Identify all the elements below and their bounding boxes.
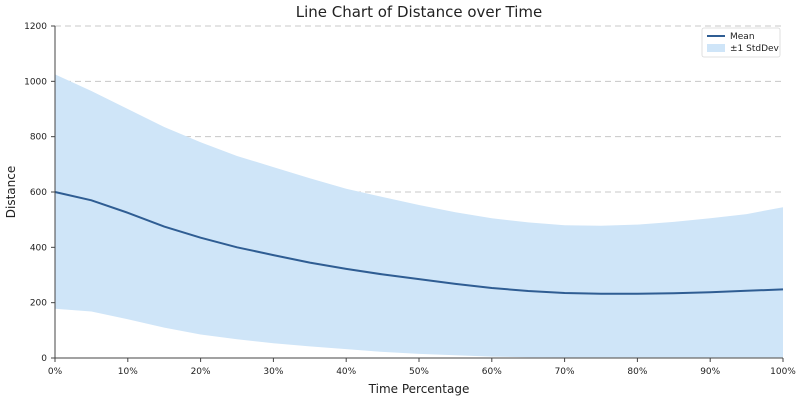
legend: Mean ±1 StdDev — [701, 27, 781, 58]
x-tick-label-10: 100% — [770, 367, 796, 377]
y-tick-label-6: 1200 — [24, 22, 47, 32]
legend-band-swatch — [707, 44, 725, 52]
x-tick-label-5: 50% — [409, 367, 429, 377]
x-tick-label-1: 10% — [118, 367, 138, 377]
x-tick-label-0: 0% — [48, 367, 63, 377]
legend-band-label: ±1 StdDev — [730, 44, 780, 54]
y-tick-label-5: 1000 — [24, 77, 47, 87]
y-axis-label: Distance — [4, 166, 18, 218]
x-tick-label-7: 70% — [555, 367, 575, 377]
y-tick-labels: 0 200 400 600 800 1000 1200 — [24, 22, 55, 364]
x-tick-label-4: 40% — [336, 367, 356, 377]
y-tick-label-2: 400 — [30, 243, 47, 253]
x-tick-label-3: 30% — [263, 367, 283, 377]
x-tick-label-2: 20% — [191, 367, 211, 377]
mean-line — [54, 191, 784, 295]
y-tick-label-1: 200 — [30, 299, 47, 309]
chart-title: Line Chart of Distance over Time — [296, 3, 543, 21]
legend-mean-label: Mean — [730, 32, 755, 42]
x-tick-label-6: 60% — [482, 367, 502, 377]
y-tick-label-4: 800 — [30, 133, 47, 143]
y-tick-label-3: 600 — [30, 188, 47, 198]
y-tick-label-0: 0 — [41, 354, 47, 364]
x-tick-label-8: 80% — [627, 367, 647, 377]
x-tick-label-9: 90% — [700, 367, 720, 377]
x-axis-label: Time Percentage — [368, 382, 470, 396]
stddev-band — [55, 74, 783, 358]
x-tick-labels: 0% 10% 20% 30% 40% 50% 60% 70% 80% 90% 100% — [48, 358, 796, 377]
